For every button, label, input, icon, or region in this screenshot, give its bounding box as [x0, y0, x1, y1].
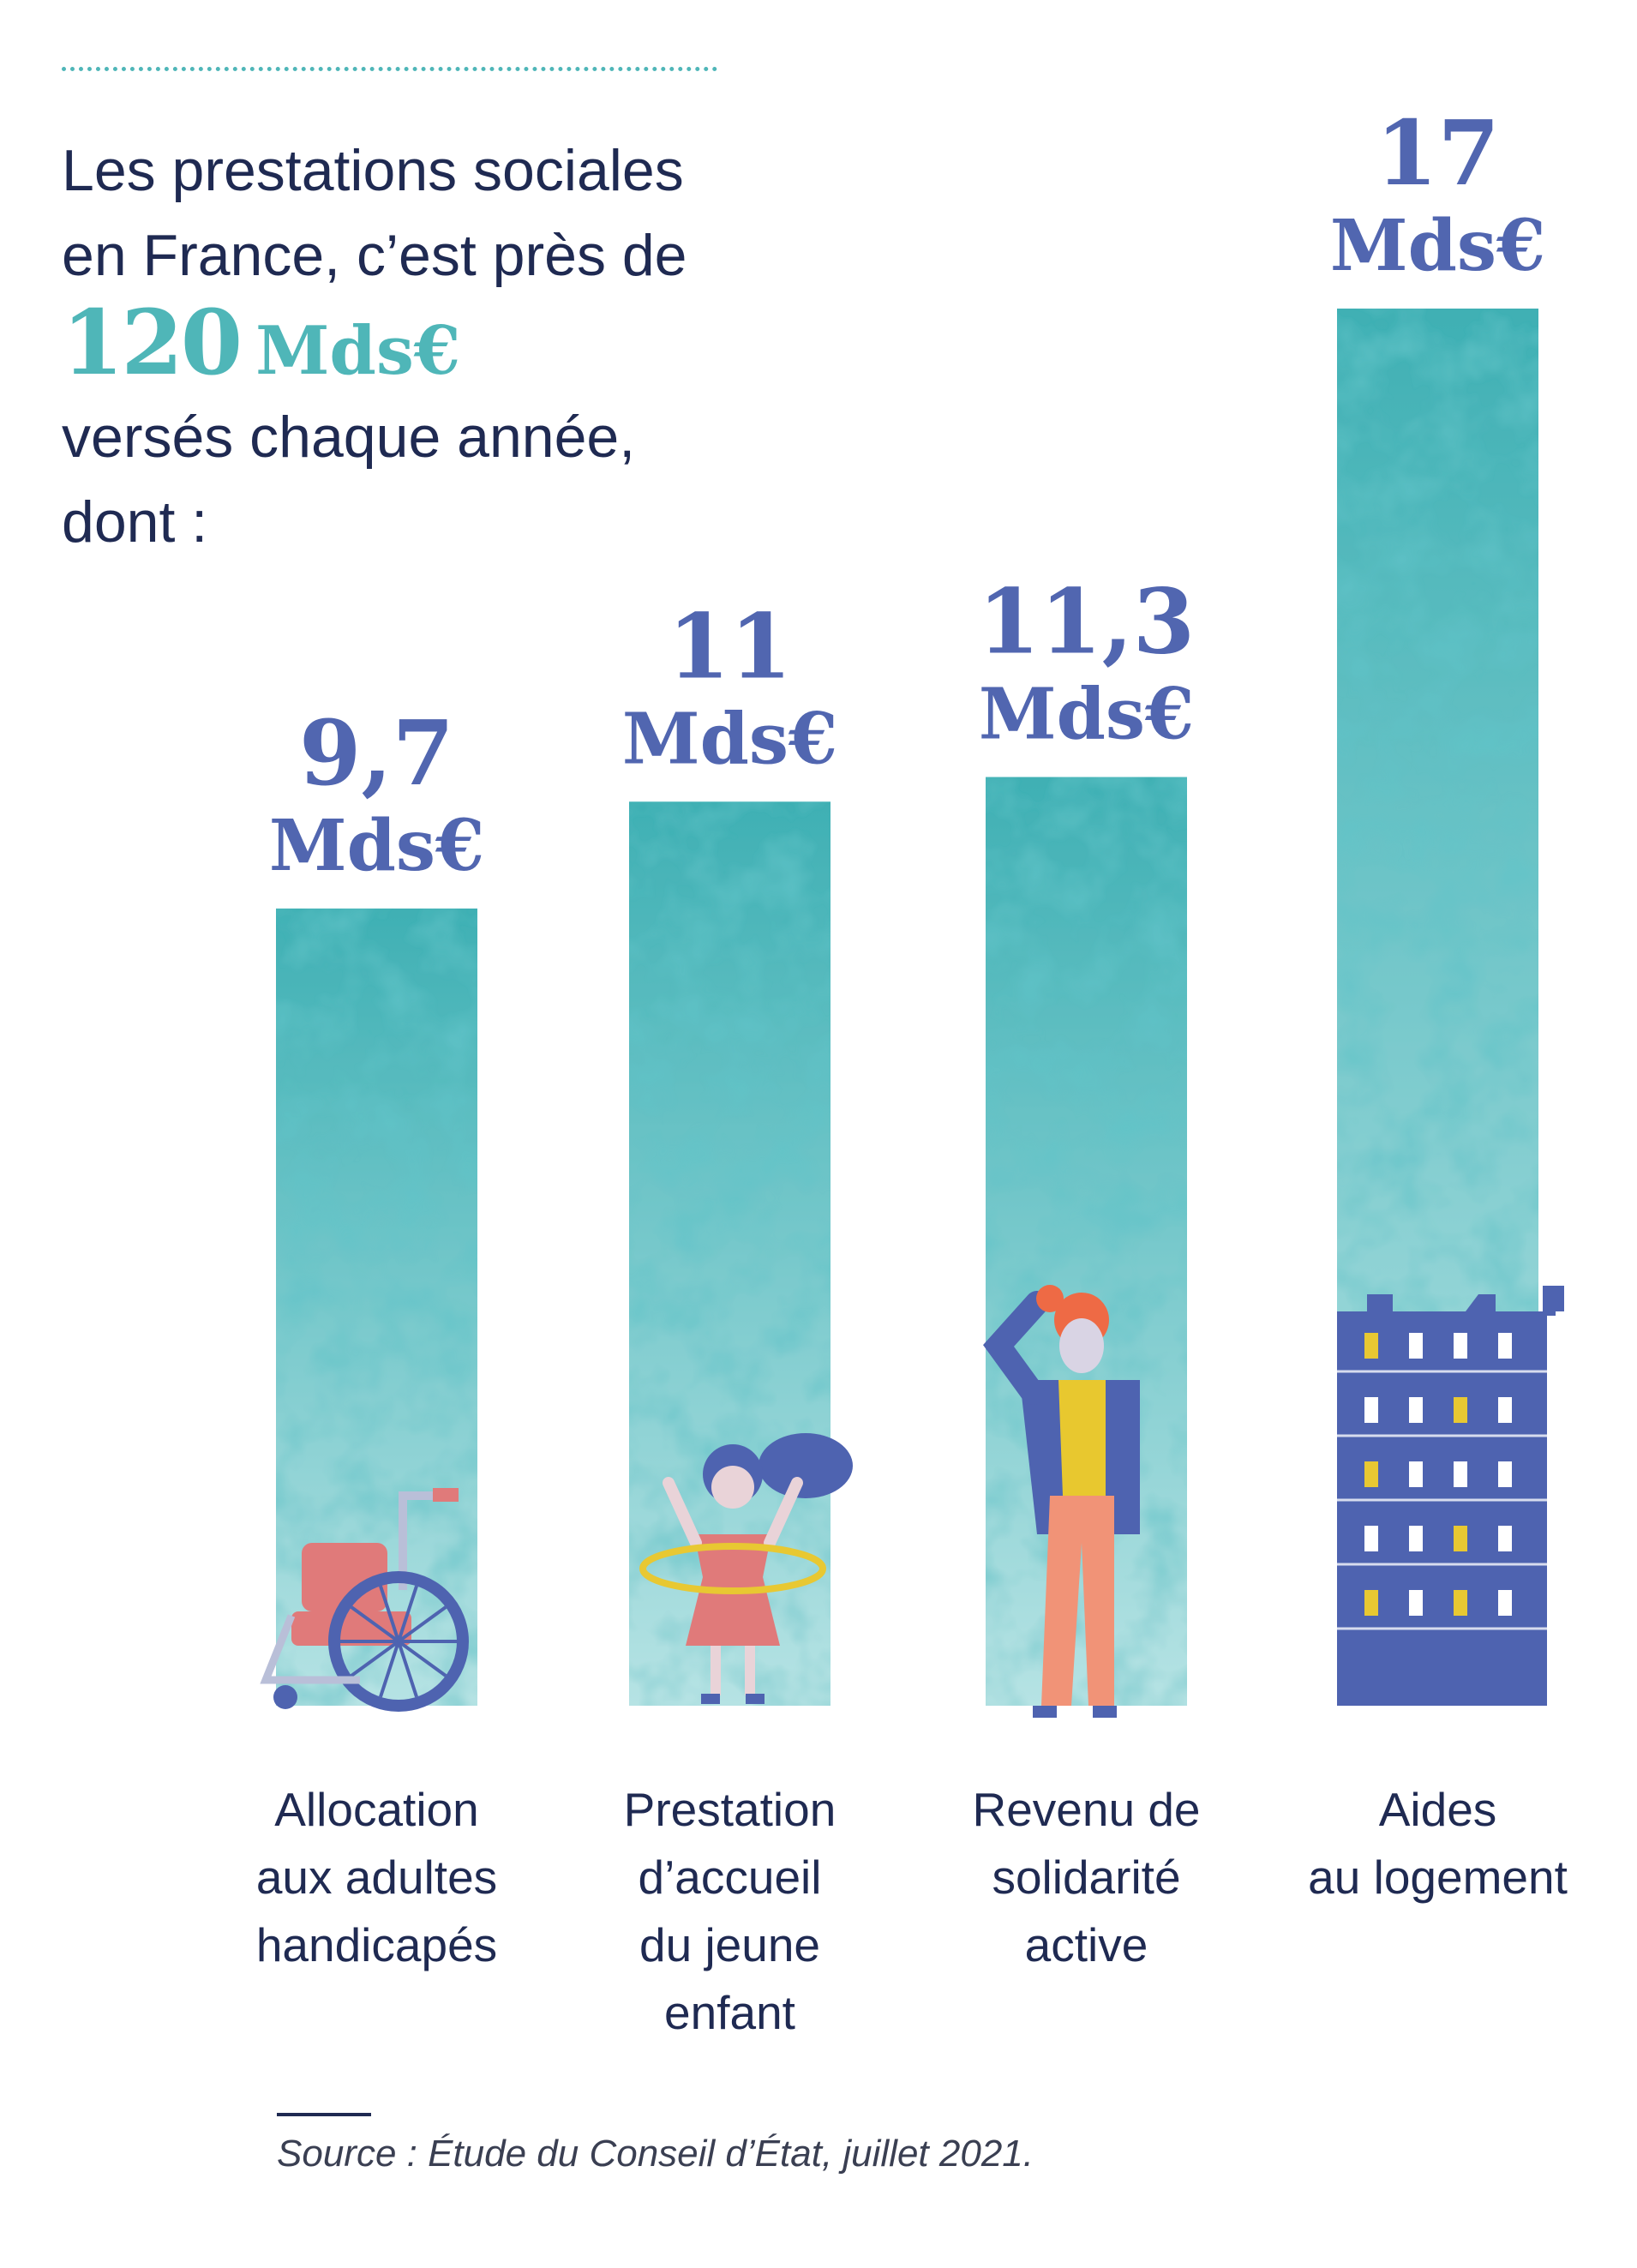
- bar-value-label: 17: [1376, 100, 1500, 206]
- category-label: Prestation: [624, 1783, 836, 1836]
- bar-unit-label: Mds€: [979, 674, 1194, 756]
- child-hula-hoop-icon: [639, 1433, 853, 1704]
- category-label: au logement: [1308, 1851, 1568, 1904]
- intro-line-1: Les prestations sociales: [62, 138, 684, 203]
- bar-unit-label: Mds€: [1330, 205, 1545, 287]
- bar-unit-label: Mds€: [622, 698, 837, 780]
- category-label: d’accueil: [638, 1851, 821, 1904]
- person-thinking-icon: [983, 1285, 1140, 1718]
- category-label: enfant: [664, 1986, 795, 2039]
- category-label: Allocation: [274, 1783, 478, 1836]
- source-rule: [277, 2113, 371, 2116]
- category-label: du jeune: [639, 1918, 820, 1971]
- total-number: 120: [62, 290, 243, 395]
- intro-line-4: dont :: [62, 489, 208, 555]
- bar-unit-label: Mds€: [269, 805, 484, 887]
- wheelchair-icon: [260, 1488, 469, 1712]
- intro-text: Les prestations sociales en France, c’es…: [62, 129, 799, 565]
- apartment-building-icon: [1337, 1286, 1564, 1706]
- bar-value-label: 9,7: [299, 700, 454, 806]
- category-label: handicapés: [256, 1918, 497, 1971]
- source-note: Source : Étude du Conseil d’État, juille…: [277, 2133, 1034, 2175]
- bar-value-label: 11: [668, 593, 792, 699]
- bar-value-label: 11,3: [978, 569, 1195, 675]
- category-label: active: [1025, 1918, 1148, 1971]
- total-unit: Mds€: [255, 312, 461, 390]
- total-amount: 120 Mds€: [62, 298, 799, 395]
- category-label: Aides: [1379, 1783, 1497, 1836]
- category-label: Revenu de: [972, 1783, 1200, 1836]
- intro-line-2: en France, c’est près de: [62, 223, 687, 288]
- category-label: solidarité: [992, 1851, 1180, 1904]
- category-label: aux adultes: [256, 1851, 497, 1904]
- intro-line-3: versés chaque année,: [62, 405, 636, 470]
- dotted-divider: [62, 67, 717, 71]
